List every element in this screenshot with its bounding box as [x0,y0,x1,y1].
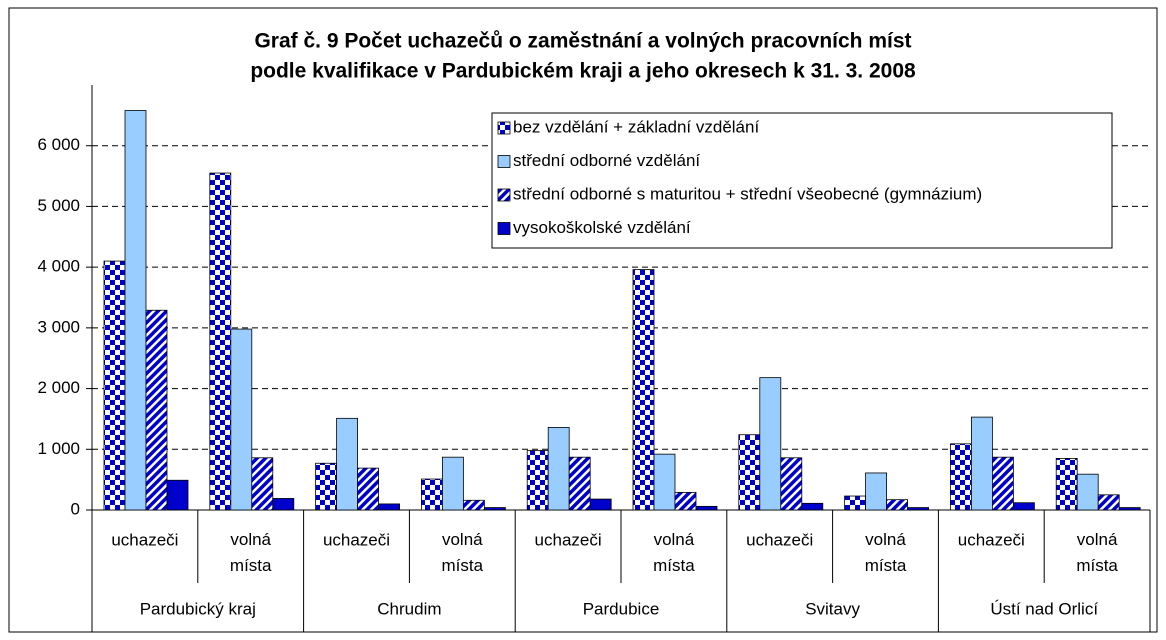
x-tick-label: uchazeči [535,530,602,549]
bar [653,453,676,511]
legend-label: vysokoškolské vzdělání [513,218,691,237]
bar [1118,507,1141,511]
y-tick-label: 5 000 [37,196,80,215]
y-tick-label: 3 000 [37,317,80,336]
chart-border [8,7,1158,633]
bar [378,503,401,511]
bar [738,434,761,511]
bar [886,499,908,511]
y-tick-label: 0 [71,499,80,518]
bar [865,472,887,511]
bar [166,479,189,511]
bar [124,110,147,511]
bar [780,457,803,511]
y-tick-label: 1 000 [37,439,80,458]
bar [1076,473,1099,511]
x-tick-label: volná místa [1076,530,1118,575]
bar [971,416,993,511]
bar [441,456,464,511]
legend-swatch [497,188,511,202]
group-label: Ústí nad Orlicí [990,599,1098,618]
legend-swatch [497,155,511,168]
legend [491,112,1113,249]
bar [674,491,697,511]
bar [483,507,506,511]
bar [251,457,274,511]
bar [907,507,929,511]
x-tick-label: volná místa [653,530,695,575]
x-tick-label: uchazeči [111,530,178,549]
bar [695,505,718,511]
bar [145,309,168,511]
bar [547,427,570,511]
bar [1013,502,1035,511]
chart-title: Graf č. 9 Počet uchazečů o zaměstnání a … [254,30,911,53]
bar [420,478,443,511]
x-tick-label: volná místa [230,530,272,575]
x-tick-label: uchazeči [958,530,1025,549]
chart-title: podle kvalifikace v Pardubickém kraji a … [250,60,916,83]
bar [589,498,612,511]
bar [315,462,338,511]
bar [526,450,549,511]
bar [103,260,126,511]
bar [209,172,232,511]
bar [336,417,359,511]
bar [759,377,782,511]
bar [950,443,972,511]
group-label: Svitavy [805,599,860,618]
legend-swatch [497,222,511,235]
bar [568,456,591,511]
legend-label: střední odborné s maturitou + střední vš… [513,184,982,203]
bar [801,502,824,511]
bar [357,467,380,511]
bar [1055,457,1078,511]
legend-label: střední odborné vzdělání [513,151,700,170]
bar [462,499,485,511]
bar [844,495,866,511]
x-tick-label: uchazeči [746,530,813,549]
bar [230,328,253,511]
x-tick-label: volná místa [442,530,484,575]
bar [272,498,295,511]
y-tick-label: 6 000 [37,135,80,154]
group-label: Chrudim [377,599,441,618]
y-tick-label: 4 000 [37,257,80,276]
bar [632,269,655,511]
group-label: Pardubický kraj [140,599,256,618]
group-label: Pardubice [583,599,660,618]
x-tick-label: volná místa [865,530,907,575]
bar [1097,494,1120,511]
x-tick-label: uchazeči [323,530,390,549]
bar [992,456,1014,511]
y-tick-label: 2 000 [37,378,80,397]
legend-label: bez vzdělání + základní vzdělání [513,117,759,136]
legend-swatch [497,121,511,135]
